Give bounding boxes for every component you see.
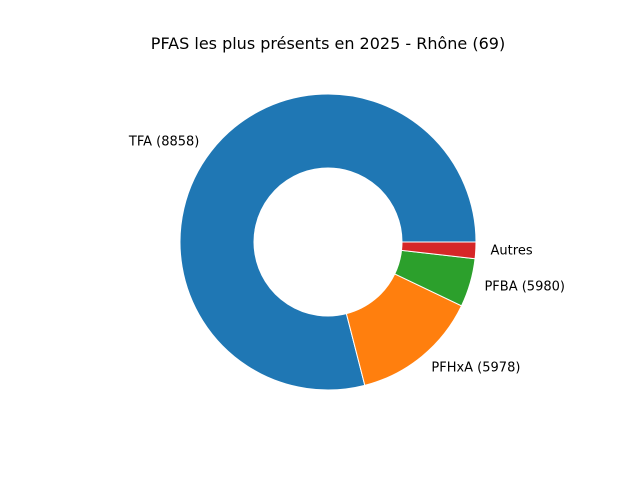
slice-labels-group: TFA (8858) PFHxA (5978) PFBA (5980) Autres bbox=[128, 135, 565, 376]
slice-label: PFBA (5980) bbox=[484, 279, 565, 294]
slices-group bbox=[179, 93, 477, 391]
slice-label: PFHxA (5978) bbox=[431, 360, 520, 375]
slice-autres bbox=[400, 241, 477, 260]
slice-tfa bbox=[179, 93, 477, 391]
chart-title: PFAS les plus présents en 2025 - Rhône (… bbox=[151, 34, 505, 53]
slice-label: Autres bbox=[491, 244, 533, 259]
slice-label: TFA (8858) bbox=[128, 135, 199, 150]
